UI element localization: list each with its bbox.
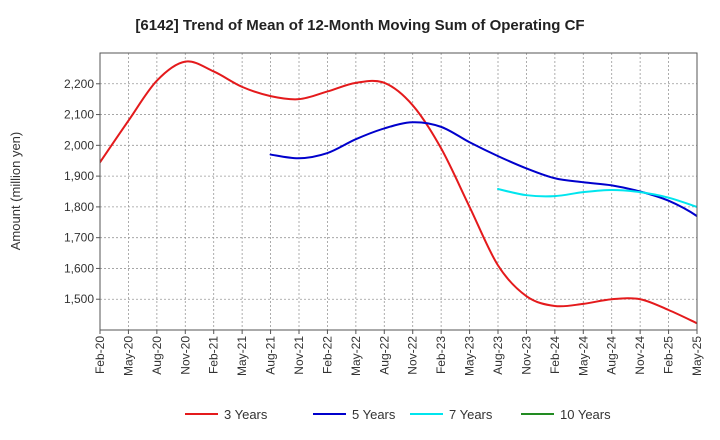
x-tick-label: Nov-23 [519, 336, 533, 375]
series-line-7-years [497, 188, 697, 208]
x-tick-label: Nov-22 [406, 336, 420, 375]
y-axis-label: Amount (million yen) [8, 132, 23, 251]
x-tick-label: May-21 [235, 336, 249, 376]
x-axis-ticks: Feb-20 May-20 Aug-20 Nov-20 Feb-21 May-21 Aug-… [93, 330, 704, 376]
grid [100, 53, 697, 330]
x-tick-label: Feb-25 [662, 336, 676, 374]
x-tick-label: Aug-23 [491, 336, 505, 375]
x-tick-label: Feb-23 [434, 336, 448, 374]
plot-area-frame [99, 52, 698, 331]
y-tick-label: 2,000 [64, 138, 94, 152]
y-tick-label: 1,600 [64, 261, 94, 275]
y-tick-label: 1,700 [64, 231, 94, 245]
x-tick-label: Feb-20 [93, 336, 107, 374]
x-tick-label: Nov-20 [178, 336, 192, 375]
legend-label-3-years: 3 Years [224, 407, 268, 422]
y-tick-label: 1,900 [64, 169, 94, 183]
x-tick-label: Feb-22 [320, 336, 334, 374]
y-tick-label: 1,800 [64, 200, 94, 214]
legend-label-5-years: 5 Years [352, 407, 396, 422]
legend-label-7-years: 7 Years [449, 407, 493, 422]
x-tick-label: May-25 [690, 336, 704, 376]
series-line-3-years [100, 60, 697, 325]
y-tick-label: 1,500 [64, 292, 94, 306]
x-tick-label: Feb-21 [207, 336, 221, 374]
y-tick-label: 2,100 [64, 108, 94, 122]
legend-label-10-years: 10 Years [560, 407, 611, 422]
x-tick-label: Aug-22 [377, 336, 391, 375]
y-axis-ticks: 1,500 1,600 1,700 1,800 1,900 2,000 2,100 2,200 [64, 77, 100, 306]
series-line-5-years [269, 121, 697, 218]
x-tick-label: Aug-20 [150, 336, 164, 375]
x-tick-label: Nov-21 [292, 336, 306, 375]
x-tick-label: Aug-21 [264, 336, 278, 375]
x-tick-label: May-22 [349, 336, 363, 376]
x-tick-label: Nov-24 [633, 336, 647, 375]
chart-title: [6142] Trend of Mean of 12-Month Moving … [135, 17, 584, 34]
series-lines [100, 60, 697, 325]
y-tick-label: 2,200 [64, 77, 94, 91]
x-tick-label: May-24 [576, 336, 590, 376]
x-tick-label: Feb-24 [548, 336, 562, 374]
x-tick-label: May-23 [463, 336, 477, 376]
x-tick-label: May-20 [121, 336, 135, 376]
x-tick-label: Aug-24 [605, 336, 619, 375]
legend: 3 Years 5 Years 7 Years 10 Years [185, 407, 611, 422]
